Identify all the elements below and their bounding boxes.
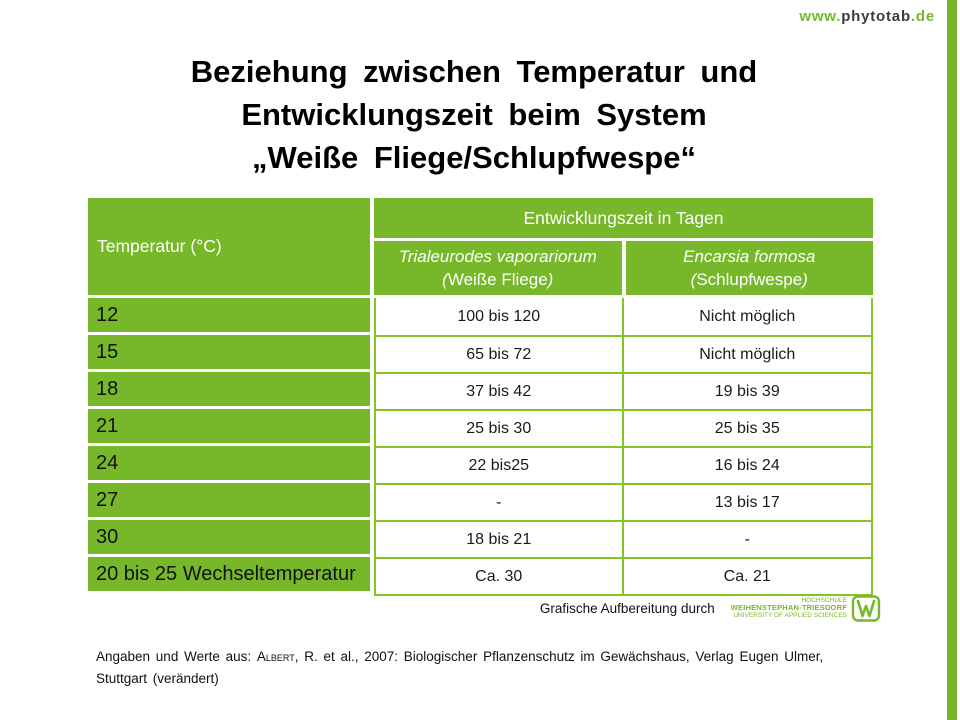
cell-whitefly-value: -	[376, 483, 624, 520]
species-header-row: Trialeurodes vaporariorum (Weiße Fliege)…	[374, 241, 873, 295]
cell-wasp-value: 16 bis 24	[623, 446, 871, 483]
cell-whitefly-value: 25 bis 30	[376, 409, 624, 446]
values-grid: 100 bis 120 Nicht möglich 65 bis 72 Nich…	[374, 298, 873, 596]
temp-row-label: 20 bis 25 Wechseltemperatur	[88, 557, 370, 591]
temp-row-label: 24	[88, 446, 370, 480]
temp-row-label: 30	[88, 520, 370, 554]
title-line-1: Beziehung zwischen Temperatur und	[190, 54, 758, 89]
species-header-wasp: Encarsia formosa (Schlupfwespe)	[625, 241, 873, 295]
source-author: Albert	[256, 649, 295, 664]
temp-header-cell: Temperatur (°C)	[88, 198, 370, 295]
cell-whitefly-value: 100 bis 120	[376, 298, 624, 335]
cell-whitefly-value: 37 bis 42	[376, 372, 624, 409]
whitefly-common-name: (Weiße Fliege)	[442, 270, 554, 289]
cell-whitefly-value: Ca. 30	[376, 557, 624, 594]
temp-row-label: 27	[88, 483, 370, 517]
wasp-latin-name: Encarsia formosa	[683, 247, 816, 266]
temperature-table: Temperatur (°C) Entwicklungszeit in Tage…	[88, 198, 873, 596]
temperature-column: 12 15 18 21 24 27 30 20 bis 25 Wechselte…	[88, 298, 370, 596]
source-citation: Angaben und Werte aus: Albert, R. et al.…	[96, 646, 886, 689]
header-right-group: Entwicklungszeit in Tagen Trialeurodes v…	[374, 198, 873, 295]
accent-bar-right	[947, 0, 957, 720]
title-line-2: Entwicklungszeit beim System	[241, 97, 707, 132]
table-header: Temperatur (°C) Entwicklungszeit in Tage…	[88, 198, 873, 295]
university-logo-text: HOCHSCHULE WEIHENSTEPHAN-TRIESDORF UNIVE…	[731, 597, 847, 620]
cell-wasp-value: Ca. 21	[623, 557, 871, 594]
credit-row: Grafische Aufbereitung durch HOCHSCHULE …	[540, 593, 881, 623]
source-line-2: Stuttgart (verändert)	[96, 670, 219, 686]
source-line-1: Angaben und Werte aus: Albert, R. et al.…	[96, 649, 824, 664]
url-www: www.	[799, 8, 842, 25]
website-url: www.phytotab.de	[799, 8, 935, 25]
cell-wasp-value: Nicht möglich	[623, 335, 871, 372]
university-logo-icon	[851, 594, 881, 622]
url-tld: .de	[910, 8, 935, 25]
group-header-cell: Entwicklungszeit in Tagen	[374, 198, 873, 238]
cell-whitefly-value: 18 bis 21	[376, 520, 624, 557]
slide-title: Beziehung zwischen Temperatur und Entwic…	[0, 50, 948, 179]
temp-row-label: 12	[88, 298, 370, 332]
url-name: phytotab	[841, 8, 911, 25]
university-line-1: HOCHSCHULE	[801, 596, 847, 604]
temp-row-label: 21	[88, 409, 370, 443]
cell-wasp-value: 13 bis 17	[623, 483, 871, 520]
temp-row-label: 18	[88, 372, 370, 406]
cell-wasp-value: 19 bis 39	[623, 372, 871, 409]
table-body: 12 15 18 21 24 27 30 20 bis 25 Wechselte…	[88, 298, 873, 596]
cell-wasp-value: 25 bis 35	[623, 409, 871, 446]
wasp-common-name: (Schlupfwespe)	[690, 270, 808, 289]
cell-whitefly-value: 65 bis 72	[376, 335, 624, 372]
credit-label: Grafische Aufbereitung durch	[539, 600, 715, 616]
species-header-whitefly: Trialeurodes vaporariorum (Weiße Fliege)	[374, 241, 622, 295]
university-line-3: UNIVERSITY OF APPLIED SCIENCES	[733, 611, 847, 619]
cell-whitefly-value: 22 bis25	[376, 446, 624, 483]
title-line-3: „Weiße Fliege/Schlupfwespe“	[252, 140, 696, 175]
cell-wasp-value: -	[623, 520, 871, 557]
cell-wasp-value: Nicht möglich	[623, 298, 871, 335]
university-line-2: WEIHENSTEPHAN-TRIESDORF	[730, 603, 847, 613]
whitefly-latin-name: Trialeurodes vaporariorum	[398, 247, 597, 266]
temp-row-label: 15	[88, 335, 370, 369]
